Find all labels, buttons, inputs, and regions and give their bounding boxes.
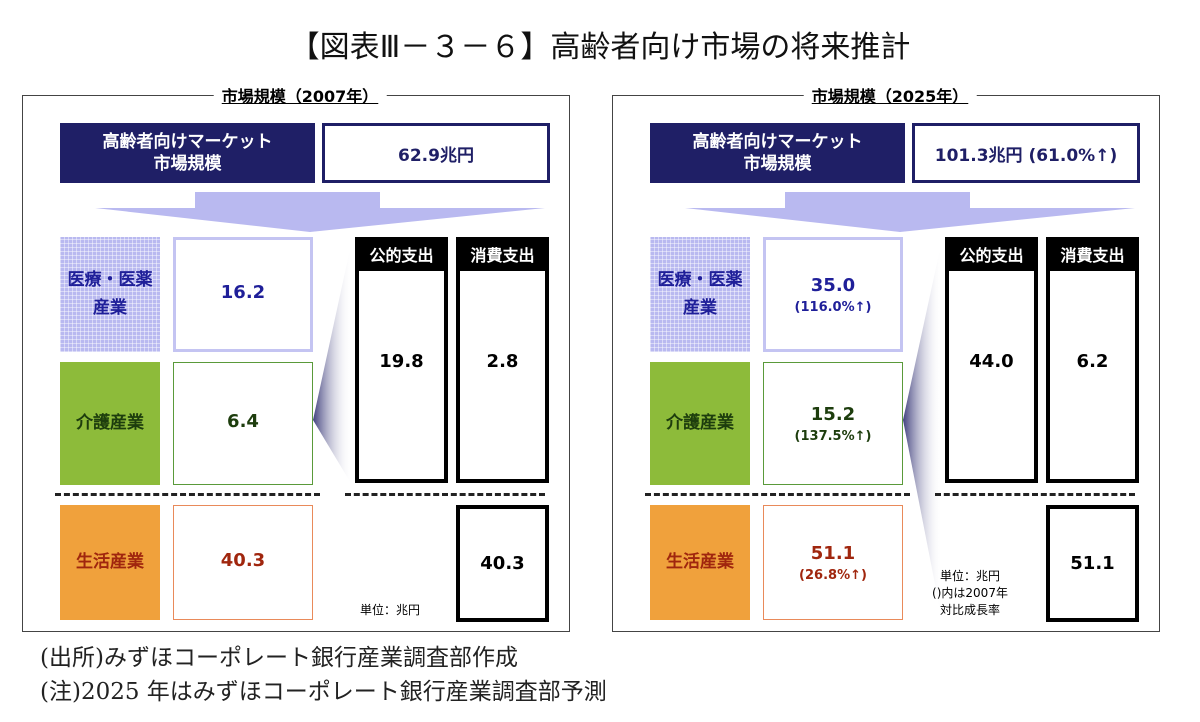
public-spending-column: 公的支出 19.8 — [355, 237, 448, 483]
market-size-label: 高齢者向けマーケット 市場規模 — [60, 123, 315, 183]
unit-note: 単位：兆円 — [359, 603, 420, 617]
panel-heading: 市場規模（2007年） — [213, 83, 387, 107]
living-value-box: 51.1 (26.8%↑) — [763, 505, 903, 620]
divider — [345, 493, 545, 496]
unit-note: 単位：兆円 ()内は2007年 対比成長率 — [932, 569, 1008, 617]
down-arrow — [685, 192, 1135, 232]
divider — [935, 493, 1135, 496]
care-value-box: 15.2 (137.5%↑) — [763, 362, 903, 485]
living-label: 生活産業 — [650, 505, 750, 620]
public-spending-value: 44.0 — [969, 351, 1014, 372]
source-note: (出所)みずほコーポレート銀行産業調査部作成 — [40, 645, 518, 671]
divider — [55, 493, 320, 496]
figure-title: 【図表Ⅲ－３－６】高齢者向け市場の将来推計 — [289, 30, 911, 65]
split-wedge — [903, 240, 942, 620]
medical-label: 医療・医薬 産業 — [650, 237, 750, 352]
care-value-box: 6.4 — [173, 362, 313, 485]
medical-value-box: 35.0 (116.0%↑) — [763, 237, 903, 352]
consumer-spending-header: 消費支出 — [460, 241, 545, 271]
market-size-value: 62.9兆円 — [322, 123, 550, 183]
living-label: 生活産業 — [60, 505, 160, 620]
split-wedge — [313, 240, 352, 485]
consumer-spending-column: 消費支出 6.2 — [1046, 237, 1139, 483]
forecast-note: (注)2025 年はみずほコーポレート銀行産業調査部予測 — [40, 679, 607, 705]
consumer-spending-header: 消費支出 — [1050, 241, 1135, 271]
public-spending-column: 公的支出 44.0 — [945, 237, 1038, 483]
care-label: 介護産業 — [60, 362, 160, 485]
consumer-spending-column: 消費支出 2.8 — [456, 237, 549, 483]
consumer-spending-value: 6.2 — [1076, 351, 1109, 372]
living-consumer-box: 40.3 — [456, 505, 549, 622]
market-size-label: 高齢者向けマーケット 市場規模 — [650, 123, 905, 183]
divider — [645, 493, 910, 496]
public-spending-header: 公的支出 — [359, 241, 444, 271]
market-size-value: 101.3兆円 (61.0%↑) — [912, 123, 1140, 183]
medical-value-box: 16.2 — [173, 237, 313, 352]
care-label: 介護産業 — [650, 362, 750, 485]
public-spending-value: 19.8 — [379, 351, 424, 372]
down-arrow — [95, 192, 545, 232]
medical-label: 医療・医薬 産業 — [60, 237, 160, 352]
public-spending-header: 公的支出 — [949, 241, 1034, 271]
living-consumer-box: 51.1 — [1046, 505, 1139, 622]
consumer-spending-value: 2.8 — [486, 351, 519, 372]
living-value-box: 40.3 — [173, 505, 313, 620]
panel-heading: 市場規模（2025年） — [803, 83, 977, 107]
